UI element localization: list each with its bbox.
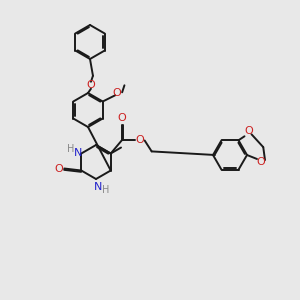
Text: H: H — [102, 185, 110, 195]
Text: O: O — [244, 126, 253, 136]
Text: N: N — [74, 148, 82, 158]
Text: H: H — [67, 143, 74, 154]
Text: O: O — [117, 113, 126, 123]
Text: O: O — [87, 80, 95, 90]
Text: O: O — [54, 164, 63, 173]
Text: O: O — [113, 88, 122, 98]
Text: O: O — [135, 136, 144, 146]
Text: O: O — [256, 157, 266, 167]
Text: N: N — [94, 182, 102, 192]
